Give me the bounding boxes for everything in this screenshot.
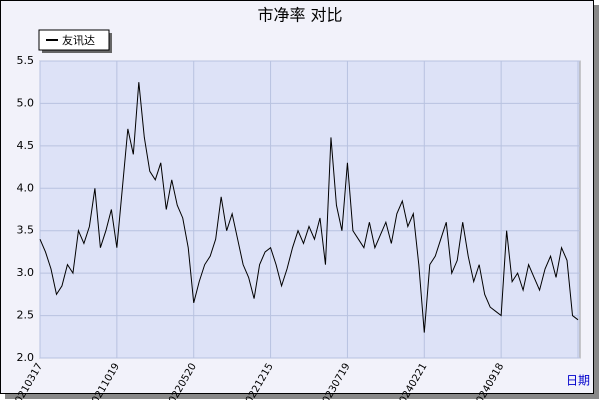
legend [38,29,110,51]
y-tick-label: 4.5 [17,139,35,152]
chart-title: 市净率 对比 [257,6,342,25]
x-axis-label: 日期 [566,374,590,388]
y-tick-label: 2.0 [17,351,35,364]
legend-label: 友讯达 [62,33,95,47]
y-tick-label: 3.0 [17,266,35,279]
y-tick-label: 2.5 [17,309,35,322]
plot-area [39,60,581,359]
y-tick-label: 5.0 [17,96,35,109]
y-tick-label: 3.5 [17,224,35,237]
shadow [5,394,599,399]
shadow [594,5,599,398]
series-line [39,82,579,333]
y-tick-label: 5.5 [17,54,35,67]
y-tick-label: 4.0 [17,181,35,194]
